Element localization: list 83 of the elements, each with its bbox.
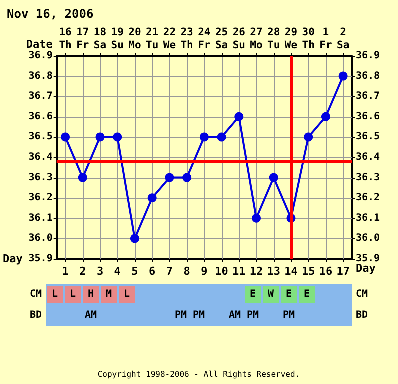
x2-tick-label: 22 We [163,26,176,52]
x-tick-label: 14 [284,265,298,278]
point [113,132,122,142]
x2-tick-label: 23 Th [180,26,194,52]
point [130,234,140,244]
y-tick-label: 36.9 [28,50,53,62]
x-tick-label: 4 [114,265,122,278]
x-tick-label: 8 [184,265,190,278]
x2-tick-label: 19 Su [111,26,124,52]
y2-tick-label: 36.5 [356,132,380,143]
category-label: CM [356,289,368,300]
x-tick-label: 16 [319,265,333,278]
x-tick-label: 10 [215,265,228,278]
y2-tick-label: 36.1 [356,212,380,224]
x2-tick-label: 30 Th [302,26,315,52]
table-row: AM PM PM AM PM PM [46,305,352,326]
x-tick-label: 9 [201,265,208,278]
y2-tick-label: 36.8 [356,70,380,82]
point [321,112,330,122]
x2-tick-label: 27 Mo [250,26,263,52]
y-tick-label: 35.9 [28,254,53,264]
y2-tick-label: 36.3 [356,172,380,184]
x2-axis-title: Date [26,38,54,51]
x2-tick-label: 1 Fr [320,26,332,52]
x-tick-label: 1 [62,265,70,278]
x-axis-title: Day [356,262,376,275]
category-label: BD [356,310,368,321]
point [269,173,278,182]
x2-tick-label: 29 We [284,26,298,52]
point [217,132,226,142]
y-tick-label: 36.6 [28,111,53,122]
table-row: L L H M L E W E E [46,284,352,305]
point [96,132,105,142]
y-tick-label: 36.8 [28,70,53,82]
point [148,194,157,203]
x-tick-label: 13 [267,265,280,278]
x-tick-label: 6 [149,265,156,278]
y-tick-label: 36.1 [28,212,53,224]
x-tick-label: 11 [232,265,246,278]
y2-tick-label: 36.9 [356,50,380,62]
y2-tick-label: 35.9 [356,254,380,264]
x2-tick-label: 24 Fr [198,26,211,52]
point [304,132,314,142]
y-tick-label: 36.3 [28,172,53,184]
category-label: CM [30,289,42,300]
x2-tick-label: 20 Mo [128,26,142,52]
y2-tick-label: 36.7 [356,91,380,102]
x2-tick-label: 25 Sa [215,26,228,52]
x-tick-label: 5 [132,265,138,278]
x-tick-label: 7 [166,265,174,278]
x2-tick-label: 18 Sa [94,26,107,52]
y2-tick-label: 36.2 [356,192,380,204]
x2-tick-label: 17 Fr [76,26,90,52]
y-tick-label: 36.2 [28,192,53,204]
x-tick-label: 12 [250,265,264,278]
y-tick-label: 36.7 [28,91,53,102]
y2-tick-label: 36.4 [356,152,380,163]
x-tick-label: 15 [302,265,316,278]
y2-tick-label: 36.0 [356,233,380,244]
x2-tick-label: 21 Tu [146,26,159,52]
y2-tick-label: 36.6 [356,111,380,122]
point [200,132,209,142]
x2-tick-label: 26 Su [232,26,246,52]
y-tick-label: 36.5 [28,132,53,143]
x2-tick-label: 16 Th [59,26,72,52]
point [61,132,70,142]
x-tick-label: 17 [336,265,350,278]
point [252,214,262,223]
point [78,173,88,182]
point [182,173,192,182]
text: Copyright 1998-2006 - All Rights Reserved. [96,370,302,379]
point [165,173,174,182]
x2-tick-label: 28 Tu [268,26,280,52]
y-tick-label: 36.0 [28,233,53,244]
y-tick-label: 36.4 [28,152,53,163]
point [234,112,244,122]
category-label: BD [30,310,42,321]
text: Day [2,252,23,266]
x2-tick-label: 2 Sa [336,26,350,52]
x-tick-label: 2 [80,265,86,278]
point [338,72,348,81]
x-tick-label: 3 [96,265,104,278]
chart-title: Nov 16, 2006 [7,7,94,21]
